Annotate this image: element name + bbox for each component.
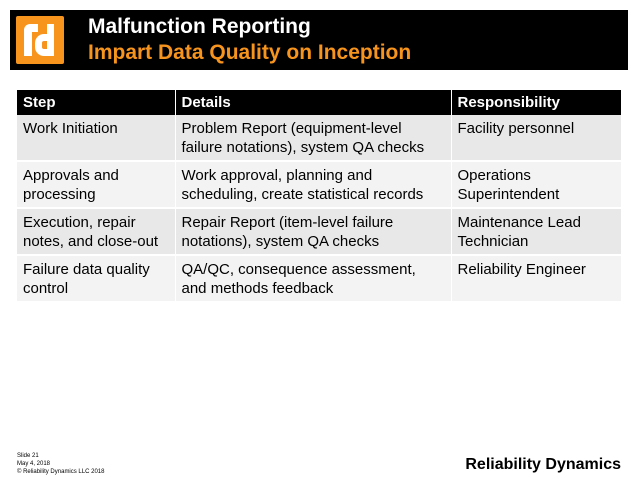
cell-step: Failure data quality control — [17, 255, 175, 303]
cell-step: Approvals and processing — [17, 161, 175, 209]
cell-details: QA/QC, consequence assessment, and metho… — [174, 255, 451, 303]
table-row: Work Initiation Problem Report (equipmen… — [17, 115, 621, 162]
column-header-step: Step — [17, 90, 175, 115]
table-row: Approvals and processing Work approval, … — [17, 161, 621, 209]
cell-step: Execution, repair notes, and close-out — [17, 208, 175, 256]
cell-responsibility: Reliability Engineer — [450, 255, 621, 303]
cell-step: Work Initiation — [17, 115, 175, 162]
cell-responsibility: Operations Superintendent — [450, 161, 621, 209]
slide-date: May 4, 2018 — [17, 461, 51, 467]
slide-subtitle: Impart Data Quality on Inception — [88, 41, 412, 64]
table-header-row: Step Details Responsibility — [17, 90, 621, 115]
cell-details: Repair Report (item-level failure notati… — [174, 208, 451, 256]
rd-logo-graphic — [24, 24, 54, 56]
cell-details: Work approval, planning and scheduling, … — [174, 161, 451, 209]
cell-responsibility: Maintenance Lead Technician — [450, 208, 621, 256]
process-table: Step Details Responsibility Work Initiat… — [17, 90, 621, 303]
copyright-notice: © Reliability Dynamics LLC 2018 — [17, 469, 105, 475]
cell-details: Problem Report (equipment-level failure … — [174, 115, 451, 162]
table-row: Failure data quality control QA/QC, cons… — [17, 255, 621, 303]
slide-title: Malfunction Reporting — [88, 15, 311, 38]
column-header-details: Details — [174, 90, 451, 115]
cell-responsibility: Facility personnel — [450, 115, 621, 162]
brand-name: Reliability Dynamics — [465, 456, 621, 473]
rd-logo-icon — [16, 16, 64, 64]
title-banner: Malfunction Reporting Impart Data Qualit… — [10, 10, 628, 70]
table-row: Execution, repair notes, and close-out R… — [17, 208, 621, 256]
slide-meta: Slide 21 May 4, 2018 © Reliability Dynam… — [17, 452, 104, 476]
column-header-responsibility: Responsibility — [450, 90, 621, 115]
slide-number: Slide 21 — [17, 453, 39, 459]
